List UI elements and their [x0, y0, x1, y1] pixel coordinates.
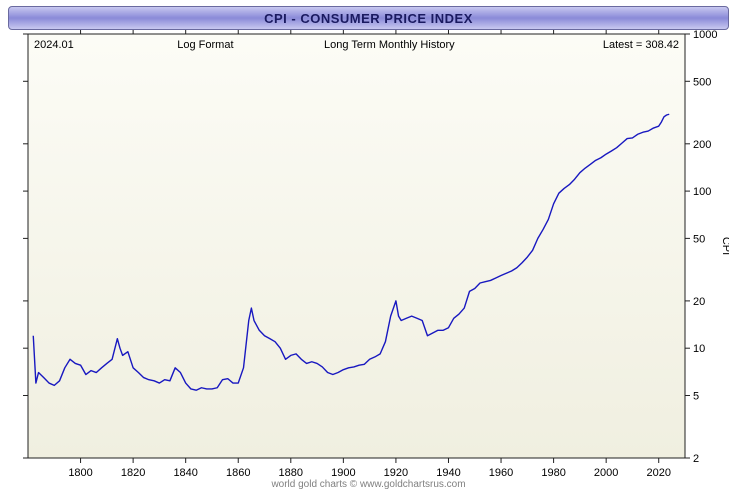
svg-text:CPI: CPI	[720, 237, 729, 255]
svg-text:1920: 1920	[384, 467, 408, 479]
svg-text:1880: 1880	[279, 467, 303, 479]
svg-text:1840: 1840	[173, 467, 197, 479]
svg-text:2020: 2020	[646, 467, 670, 479]
svg-text:1960: 1960	[489, 467, 513, 479]
cpi-line-chart: 2 5 10 20 50 100 200 500 1000 1800 1820 1840 1860 188…	[8, 30, 729, 492]
svg-text:2000: 2000	[594, 467, 618, 479]
title-bar: CPI - CONSUMER PRICE INDEX	[8, 6, 729, 30]
svg-text:1860: 1860	[226, 467, 250, 479]
svg-text:1000: 1000	[693, 30, 717, 41]
svg-text:500: 500	[693, 76, 711, 88]
svg-text:5: 5	[693, 390, 699, 402]
svg-text:10: 10	[693, 343, 705, 355]
svg-text:200: 200	[693, 139, 711, 151]
svg-text:Log Format: Log Format	[177, 39, 233, 51]
chart-title: CPI - CONSUMER PRICE INDEX	[264, 11, 473, 26]
svg-text:20: 20	[693, 296, 705, 308]
svg-text:100: 100	[693, 186, 711, 198]
svg-text:2: 2	[693, 453, 699, 465]
svg-text:1800: 1800	[68, 467, 92, 479]
svg-text:1900: 1900	[331, 467, 355, 479]
svg-text:Long Term Monthly History: Long Term Monthly History	[324, 39, 455, 51]
svg-text:50: 50	[693, 233, 705, 245]
svg-text:Latest = 308.42: Latest = 308.42	[603, 39, 679, 51]
attribution-caption: world gold charts © www.goldchartsrus.co…	[0, 479, 737, 490]
chart-area: 2 5 10 20 50 100 200 500 1000 1800 1820 1840 1860 188…	[8, 30, 729, 492]
svg-text:2024.01: 2024.01	[34, 39, 74, 51]
svg-text:1820: 1820	[121, 467, 145, 479]
svg-text:1940: 1940	[436, 467, 460, 479]
svg-text:1980: 1980	[541, 467, 565, 479]
